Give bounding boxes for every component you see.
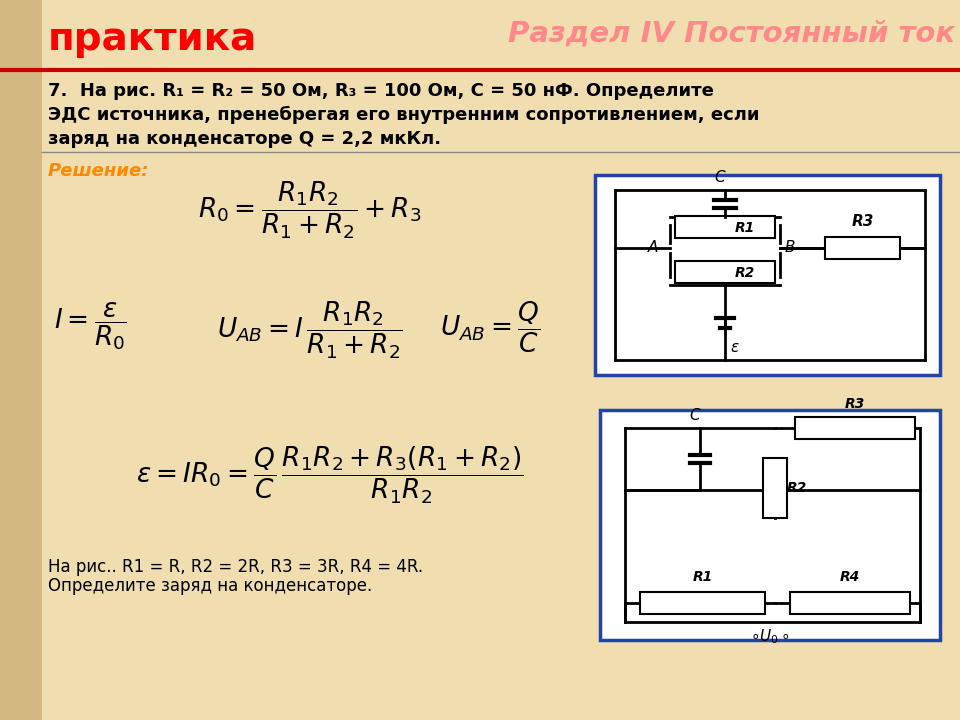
Bar bbox=[790, 592, 910, 614]
Text: ε: ε bbox=[730, 340, 738, 355]
Text: $R_0 = \dfrac{R_1 R_2}{R_1 + R_2} + R_3$: $R_0 = \dfrac{R_1 R_2}{R_1 + R_2} + R_3$ bbox=[199, 180, 421, 241]
Text: R3: R3 bbox=[845, 397, 865, 411]
Bar bbox=[675, 216, 775, 238]
Bar bbox=[0, 0, 42, 720]
Text: C: C bbox=[714, 170, 726, 185]
Bar bbox=[675, 261, 775, 283]
Text: Раздел IV Постоянный ток: Раздел IV Постоянный ток bbox=[508, 20, 955, 48]
Text: $I = \dfrac{\varepsilon}{R_0}$: $I = \dfrac{\varepsilon}{R_0}$ bbox=[54, 300, 127, 352]
Text: $U_{AB} = \dfrac{Q}{C}$: $U_{AB} = \dfrac{Q}{C}$ bbox=[440, 300, 540, 355]
Text: B: B bbox=[785, 240, 796, 255]
Text: ЭДС источника, пренебрегая его внутренним сопротивлением, если: ЭДС источника, пренебрегая его внутренни… bbox=[48, 106, 759, 124]
Text: заряд на конденсаторе Q = 2,2 мкКл.: заряд на конденсаторе Q = 2,2 мкКл. bbox=[48, 130, 442, 148]
Text: На рис.. R1 = R, R2 = 2R, R3 = 3R, R4 = 4R.: На рис.. R1 = R, R2 = 2R, R3 = 3R, R4 = … bbox=[48, 558, 423, 576]
Text: C: C bbox=[689, 408, 700, 423]
Bar bbox=[825, 236, 900, 258]
Text: $U_{AB} = I\,\dfrac{R_1 R_2}{R_1 + R_2}$: $U_{AB} = I\,\dfrac{R_1 R_2}{R_1 + R_2}$ bbox=[217, 300, 403, 361]
Bar bbox=[795, 417, 915, 439]
Bar bbox=[600, 410, 940, 640]
Bar bbox=[763, 458, 787, 518]
Text: 7.  На рис. R₁ = R₂ = 50 Ом, R₃ = 100 Ом, C = 50 нФ. Определите: 7. На рис. R₁ = R₂ = 50 Ом, R₃ = 100 Ом,… bbox=[48, 82, 714, 100]
Text: R2: R2 bbox=[787, 481, 807, 495]
Text: практика: практика bbox=[48, 20, 257, 58]
Text: R3: R3 bbox=[852, 214, 874, 228]
Text: R1: R1 bbox=[735, 221, 756, 235]
Text: R1: R1 bbox=[692, 570, 712, 584]
Bar bbox=[595, 175, 940, 375]
Text: $\circ U_0 \circ$: $\circ U_0 \circ$ bbox=[750, 627, 790, 646]
Bar bbox=[640, 592, 765, 614]
Text: $\varepsilon = IR_0 = \dfrac{Q}{C}\,\dfrac{R_1 R_2 + R_3\left(R_1 + R_2\right)}{: $\varepsilon = IR_0 = \dfrac{Q}{C}\,\dfr… bbox=[136, 445, 524, 506]
Text: A: A bbox=[648, 240, 658, 255]
Text: Определите заряд на конденсаторе.: Определите заряд на конденсаторе. bbox=[48, 577, 372, 595]
Text: Решение:: Решение: bbox=[48, 162, 150, 180]
Text: R4: R4 bbox=[840, 570, 860, 584]
Text: R2: R2 bbox=[735, 266, 756, 280]
